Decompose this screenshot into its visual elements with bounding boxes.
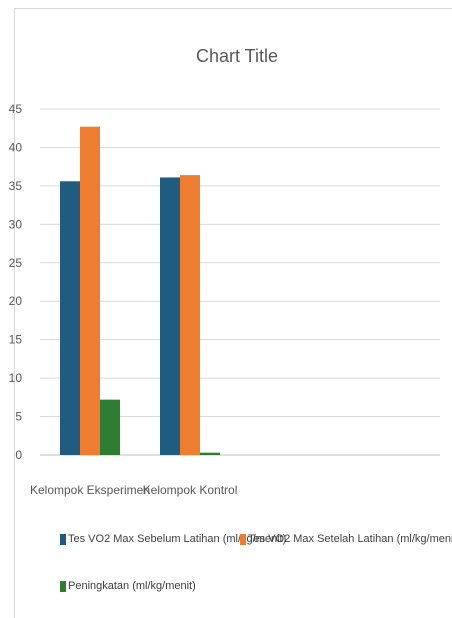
bar (160, 177, 180, 456)
bar (60, 181, 80, 455)
y-axis-ticks: 0 5 10 15 20 25 30 35 40 45 (9, 102, 23, 462)
y-tick-label: 25 (9, 256, 23, 270)
y-tick-label: 5 (15, 410, 22, 424)
chart-top-border (14, 8, 452, 9)
chart-title: Chart Title (196, 46, 278, 66)
y-tick-label: 20 (9, 294, 23, 308)
legend-label-peningkatan: Peningkatan (ml/kg/menit) (68, 580, 196, 592)
y-tick-label: 40 (9, 140, 23, 154)
y-tick-label: 0 (15, 448, 22, 462)
bars (60, 126, 220, 456)
y-tick-label: 45 (9, 102, 23, 116)
gridlines (40, 108, 440, 456)
x-tick-label: Kelompok Kontrol (143, 483, 238, 497)
legend-label-sebelum: Tes VO2 Max Sebelum Latihan (ml/kg/menit… (68, 533, 287, 545)
chart-left-border (14, 8, 15, 618)
bar (200, 452, 220, 455)
y-tick-label: 35 (9, 179, 23, 193)
legend-swatch-sebelum (60, 533, 66, 545)
legend-label-setelah: Tes VO2 Max Setelah Latihan (ml/kg/menit… (248, 533, 452, 545)
legend-swatch-peningkatan (60, 580, 66, 592)
legend-item-setelah: Tes VO2 Max Setelah Latihan (ml/kg/menit… (240, 533, 452, 545)
legend-swatch-setelah (240, 533, 246, 545)
y-tick-label: 15 (9, 333, 23, 347)
y-tick-label: 30 (9, 217, 23, 231)
x-tick-label: Kelompok Eksperimen (30, 483, 150, 497)
bar (80, 126, 100, 455)
y-tick-label: 10 (9, 371, 23, 385)
legend-item-peningkatan: Peningkatan (ml/kg/menit) (60, 580, 196, 592)
legend-item-sebelum: Tes VO2 Max Sebelum Latihan (ml/kg/menit… (60, 533, 286, 545)
bar (100, 399, 120, 455)
bar (180, 175, 200, 455)
